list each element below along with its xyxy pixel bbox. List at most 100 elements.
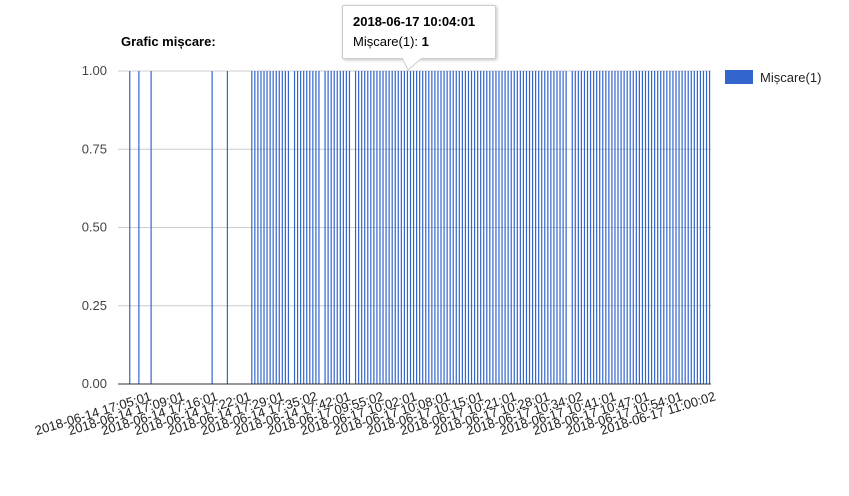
bar[interactable] (400, 71, 402, 384)
bar[interactable] (623, 71, 625, 384)
bar[interactable] (419, 71, 421, 384)
bar[interactable] (312, 71, 314, 384)
bar[interactable] (699, 71, 702, 384)
bar[interactable] (650, 71, 653, 384)
bar[interactable] (470, 71, 473, 384)
bar[interactable] (309, 71, 311, 384)
bar[interactable] (287, 71, 290, 384)
bar[interactable] (510, 71, 512, 384)
bar[interactable] (708, 71, 711, 384)
bar[interactable] (361, 71, 363, 384)
bar[interactable] (324, 71, 326, 384)
bar[interactable] (531, 71, 534, 384)
bar[interactable] (553, 71, 555, 384)
bar[interactable] (522, 71, 525, 384)
bar[interactable] (696, 71, 698, 384)
bar[interactable] (486, 71, 488, 384)
bar[interactable] (547, 71, 549, 384)
bar[interactable] (690, 71, 692, 384)
bar[interactable] (251, 71, 253, 384)
bar[interactable] (391, 71, 393, 384)
bar[interactable] (412, 71, 415, 384)
bar[interactable] (464, 71, 467, 384)
legend[interactable]: Mișcare(1) (725, 70, 821, 85)
bar[interactable] (364, 71, 366, 384)
bar[interactable] (449, 71, 451, 384)
bar[interactable] (455, 71, 457, 384)
bar[interactable] (504, 71, 506, 384)
bar[interactable] (480, 71, 482, 384)
bar[interactable] (348, 71, 351, 384)
bar[interactable] (278, 71, 280, 384)
bar[interactable] (675, 71, 677, 384)
bar[interactable] (281, 71, 283, 384)
bar[interactable] (519, 71, 521, 384)
bar[interactable] (702, 71, 705, 384)
bar[interactable] (687, 71, 689, 384)
bar[interactable] (211, 71, 213, 384)
bar[interactable] (394, 71, 396, 384)
bar[interactable] (681, 71, 683, 384)
bar[interactable] (657, 71, 659, 384)
bar[interactable] (620, 71, 622, 384)
bar[interactable] (477, 71, 479, 384)
bar[interactable] (452, 71, 454, 384)
bar[interactable] (416, 71, 418, 384)
bar[interactable] (574, 71, 576, 384)
bar[interactable] (440, 71, 442, 384)
bar[interactable] (266, 71, 268, 384)
bar[interactable] (345, 71, 348, 384)
bar[interactable] (583, 71, 586, 384)
bar[interactable] (565, 71, 567, 384)
bar[interactable] (669, 71, 671, 384)
bar[interactable] (226, 71, 228, 384)
bar[interactable] (586, 71, 589, 384)
bar[interactable] (425, 71, 427, 384)
bar[interactable] (626, 71, 628, 384)
bar[interactable] (538, 71, 540, 384)
bar[interactable] (577, 71, 579, 384)
bar[interactable] (617, 71, 619, 384)
bar[interactable] (654, 71, 656, 384)
bar[interactable] (571, 71, 573, 384)
bar[interactable] (443, 71, 445, 384)
bar[interactable] (528, 71, 531, 384)
bar[interactable] (498, 71, 500, 384)
bar[interactable] (406, 71, 409, 384)
bar[interactable] (431, 71, 433, 384)
bar[interactable] (269, 71, 271, 384)
bar[interactable] (602, 71, 604, 384)
bar[interactable] (473, 71, 476, 384)
bar[interactable] (358, 71, 360, 384)
bar[interactable] (666, 71, 668, 384)
bar[interactable] (318, 71, 320, 384)
bar[interactable] (589, 71, 592, 384)
bar[interactable] (672, 71, 674, 384)
bar[interactable] (513, 71, 515, 384)
bar[interactable] (376, 71, 378, 384)
bar[interactable] (333, 71, 335, 384)
bar[interactable] (599, 71, 601, 384)
bar[interactable] (300, 71, 302, 384)
bar[interactable] (641, 71, 644, 384)
bar[interactable] (705, 71, 708, 384)
bar[interactable] (489, 71, 491, 384)
bar[interactable] (434, 71, 436, 384)
bar[interactable] (370, 71, 372, 384)
bar[interactable] (303, 71, 305, 384)
bar[interactable] (544, 71, 546, 384)
bar[interactable] (409, 71, 412, 384)
bar[interactable] (614, 71, 616, 384)
bar[interactable] (550, 71, 552, 384)
bar[interactable] (385, 71, 387, 384)
bar[interactable] (541, 71, 543, 384)
bar[interactable] (150, 71, 152, 384)
bar[interactable] (580, 71, 582, 384)
bar[interactable] (296, 71, 299, 384)
bar[interactable] (638, 71, 640, 384)
bar[interactable] (336, 71, 338, 384)
bar[interactable] (129, 71, 131, 384)
bar[interactable] (647, 71, 650, 384)
bar[interactable] (461, 71, 463, 384)
bar[interactable] (593, 71, 595, 384)
